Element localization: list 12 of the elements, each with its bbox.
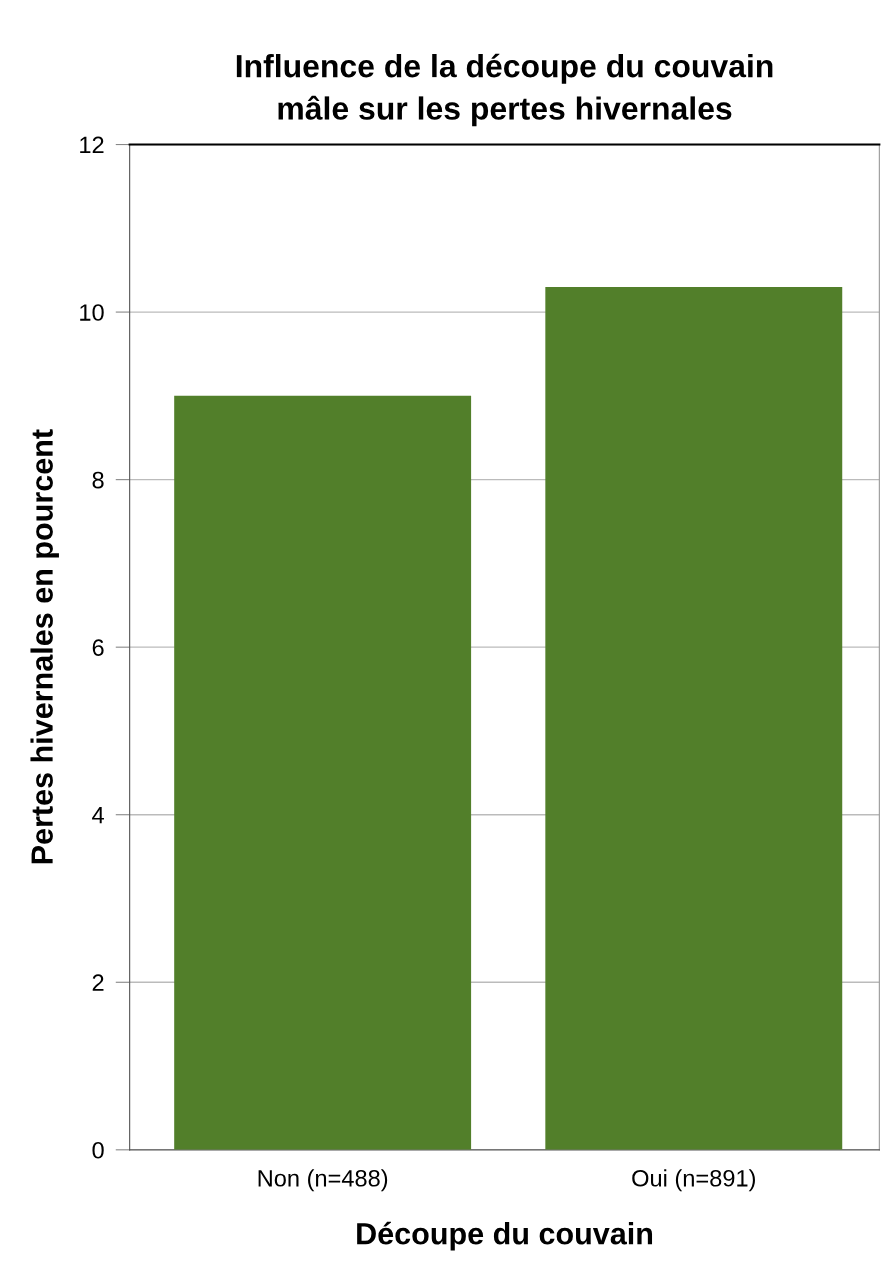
y-tick-label: 6 xyxy=(92,639,104,656)
y-tick-label: 12 xyxy=(80,136,104,154)
x-tick-label: Oui (n=891) xyxy=(632,1169,755,1192)
x-axis-title: Découpe du couvain xyxy=(357,1221,653,1251)
y-tick-label: 4 xyxy=(92,807,104,824)
y-tick-label: 0 xyxy=(92,1141,104,1159)
y-tick-label: 8 xyxy=(92,471,104,489)
y-tick-label: 2 xyxy=(92,974,104,991)
y-axis-title: Pertes hivernales en pourcent xyxy=(30,429,59,864)
chart-title: Influence de la découpe du couvain mâle sur les pertes hivernales xyxy=(236,53,773,127)
y-tick-label: 10 xyxy=(80,304,104,321)
x-tick-label: Non (n=488) xyxy=(258,1169,388,1192)
